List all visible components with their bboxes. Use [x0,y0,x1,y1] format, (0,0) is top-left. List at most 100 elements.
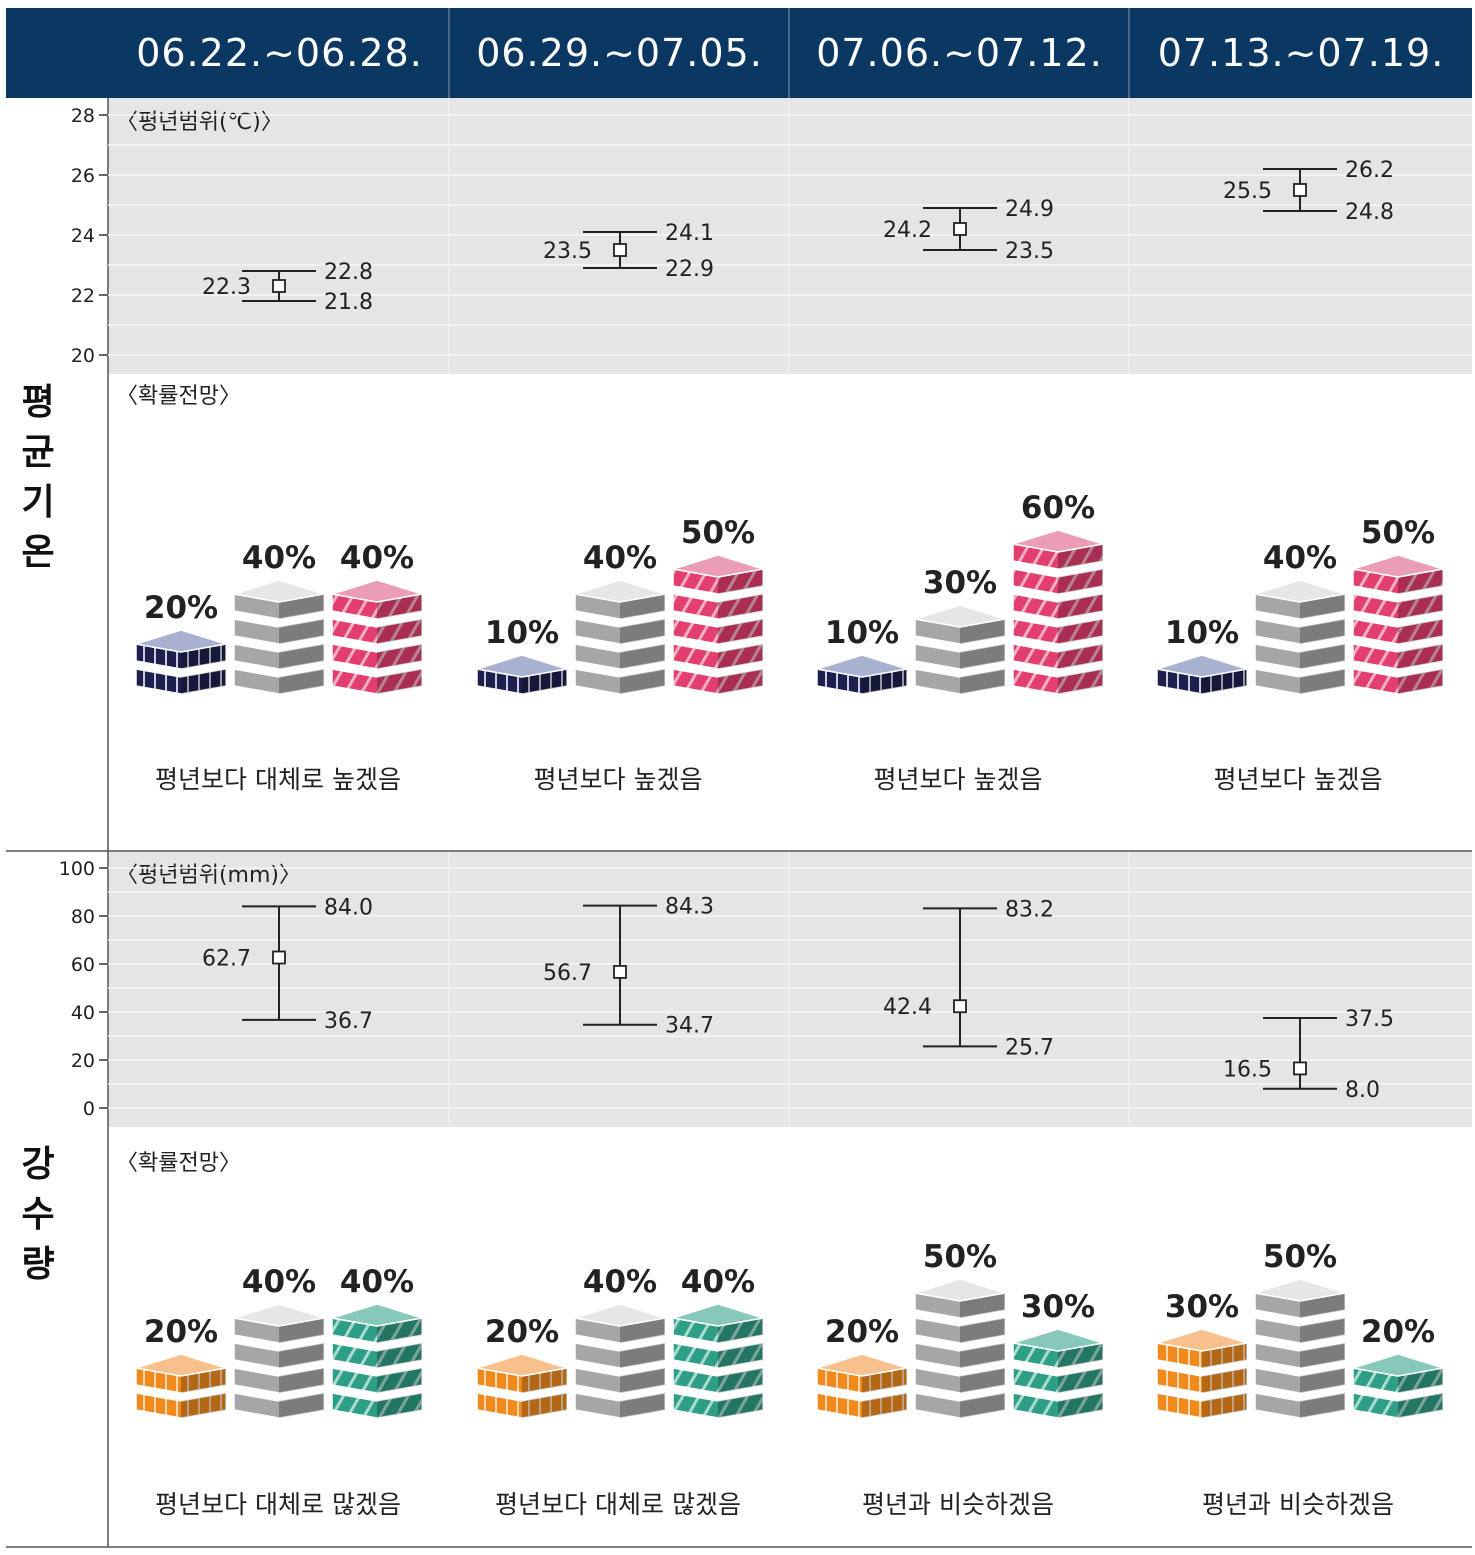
mean-value-label: 24.2 [883,218,932,243]
precip-normal-bar-slab-shade [620,1393,665,1418]
precip-below-bar-slab [1156,1367,1248,1394]
precip-above-bar-slab-shade [377,1368,422,1393]
lower-value-label: 22.9 [665,257,714,282]
temp-normal-bar-slab [233,618,325,645]
temp-title-char: 균 [21,432,55,473]
precip-above-bar-slab [672,1392,764,1419]
period-header-2: 06.29.~07.05. [476,31,763,75]
lower-value-label: 34.7 [665,1014,714,1039]
precip-normal-bar-slab-shade [1300,1343,1345,1368]
y-tick-label: 100 [59,858,95,880]
precip-below-bar-percent-label: 30% [1165,1289,1239,1325]
lower-value-label: 25.7 [1005,1035,1054,1060]
y-tick-label: 28 [71,105,95,127]
errorbar-mean-marker [1293,1061,1307,1076]
precip-above-bar-slab-shade [718,1343,763,1368]
temp-above-bar-slab [1012,668,1104,695]
mean-value-label: 56.7 [543,961,592,986]
temp-above-bar-slab [672,593,764,620]
precip-above-bar-top [1352,1353,1444,1377]
temp-above-bar-slab-shade [1058,594,1103,619]
temp-above-bar-slab-shade [718,594,763,619]
temp-above-bar-slab-shade [718,669,763,694]
y-tick-label: 80 [71,906,95,928]
precip-below-bar-slab [816,1392,908,1419]
temp-above-bar-slab [672,643,764,670]
temp-normal-bar-slab-shade [1300,644,1345,669]
temp-above-bar-slab [1012,593,1104,620]
header-bar [6,8,1472,98]
temp-above-bar-slab-shade [1398,619,1443,644]
precip-above-bar-slab-shade [377,1393,422,1418]
y-tick-label: 20 [71,1050,95,1072]
precip-normal-bar-top [1254,1278,1346,1302]
temp-above-bar-slab [672,618,764,645]
lower-value-label: 36.7 [324,1009,373,1034]
precip-above-bar-percent-label: 40% [340,1264,414,1300]
temp-normal-bar-percent-label: 40% [583,540,657,576]
temp-below-bar-slab [135,668,227,695]
temp-above-bar-slab-shade [377,669,422,694]
temp-errorbars: 22.8 21.8 22.3 24.1 22.9 23.5 24.9 23.5 24.2 26.2… [202,158,1394,315]
temp-above-bar-slab [1012,618,1104,645]
precip-above-bar-slab [331,1342,423,1369]
upper-value-label: 24.1 [665,221,714,246]
precip-normal-bar-slab [914,1317,1006,1344]
precip-above-bar-slab [672,1367,764,1394]
temp-title-char: 기 [21,482,55,523]
precip-normal-bar-slab-shade [1300,1393,1345,1418]
precip-normal-bar-slab-shade [960,1368,1005,1393]
temp-above-bar-top [1352,554,1444,578]
precip-above-bar-slab [331,1392,423,1419]
precip-below-bar-slab-shade [1202,1368,1247,1393]
precip-below-bar-slab [476,1392,568,1419]
temp-above-bar-slab [1352,668,1444,695]
temp-above-bar-slab-shade [1058,569,1103,594]
precip-below-bar-percent-label: 20% [485,1314,559,1350]
mean-value-label: 23.5 [543,239,592,264]
temp-normal-bar-slab-shade [960,644,1005,669]
y-tick-label: 0 [83,1098,95,1120]
precip-normal-bar-slab [1254,1317,1346,1344]
precip-above-bar-percent-label: 30% [1021,1289,1095,1325]
precip-normal-bar-slab-shade [960,1393,1005,1418]
upper-value-label: 26.2 [1345,158,1394,183]
precip-below-bar-top [816,1353,908,1377]
temp-normal-bar-slab [233,643,325,670]
errorbar-mean-marker [272,950,286,965]
precip-above-bar-percent-label: 40% [681,1264,755,1300]
precip-normal-bar-top [233,1303,325,1327]
precip-normal-bar-slab [233,1342,325,1369]
precip-normal-bar-top [914,1278,1006,1302]
precip-above-bar-percent-label: 20% [1361,1314,1435,1350]
precip-normal-bar-percent-label: 40% [242,1264,316,1300]
upper-value-label: 84.0 [324,895,373,920]
temp-above-bar-slab [1352,618,1444,645]
period-header-4: 07.13.~07.19. [1157,31,1445,75]
temp-above-bar-top [672,554,764,578]
y-tick-label: 20 [71,345,95,367]
temp-above-bar-slab [1352,593,1444,620]
precip-title-char: 량 [21,1244,55,1285]
temp-above-bar-slab-shade [1058,644,1103,669]
precip-verdict-4: 평년과 비슷하겠음 [1202,1490,1394,1519]
table-lines [6,8,1472,1548]
precip-title-char: 수 [21,1194,55,1235]
temp-above-bar-top [331,579,423,603]
temp-normal-bar-percent-label: 40% [1263,540,1337,576]
precip-above-bar-slab [672,1342,764,1369]
period-header-1: 06.22.~06.28. [136,31,423,75]
temp-normal-bar-slab-shade [620,669,665,694]
errorbar-mean-marker [953,999,967,1014]
precip-normal-bar-slab [574,1392,666,1419]
mean-value-label: 25.5 [1223,179,1272,204]
mean-value-label: 42.4 [883,995,932,1020]
precip-normal-bar-slab [914,1342,1006,1369]
temp-above-bar-slab-shade [718,619,763,644]
precip-normal-bar-slab [914,1392,1006,1419]
temp-above-bar-slab [1012,568,1104,595]
precip-normal-bar-slab [1254,1367,1346,1394]
temp-normal-bar-slab [1254,618,1346,645]
temp-normal-bar-slab-shade [960,669,1005,694]
